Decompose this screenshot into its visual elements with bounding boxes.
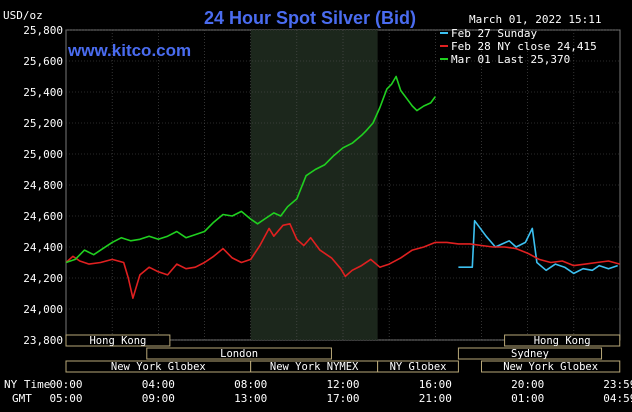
- session-box: [457, 347, 603, 360]
- x-tick-label-gmt: 13:00: [234, 392, 267, 405]
- session-box: [146, 347, 332, 360]
- y-tick-label: 25,200: [23, 117, 63, 130]
- x-axis-ticks: 00:00 04:00 08:00 12:00 16:00 20:00 23:59 05:00…: [49, 378, 632, 405]
- y-tick-label: 25,000: [23, 148, 63, 161]
- x-tick-label-ny: 08:00: [234, 378, 267, 391]
- y-axis-unit-label: USD/oz: [3, 9, 43, 22]
- chart-title: 24 Hour Spot Silver (Bid): [204, 8, 416, 28]
- y-tick-label: 24,000: [23, 303, 63, 316]
- y-tick-label: 25,600: [23, 55, 63, 68]
- y-tick-label: 24,600: [23, 210, 63, 223]
- x-tick-label-ny: 23:59: [603, 378, 632, 391]
- watermark-site: www.kitco.com: [67, 41, 191, 60]
- series-line-1: [65, 223, 621, 299]
- legend-entry: Feb 28 NY close 24,415: [451, 40, 597, 53]
- session-box: [377, 360, 459, 373]
- gmt-row-label: GMT: [12, 392, 32, 405]
- session-box: [65, 334, 171, 347]
- ny-time-row-label: NY Time: [4, 378, 50, 391]
- y-tick-label: 24,400: [23, 241, 63, 254]
- x-tick-label-gmt: 01:00: [511, 392, 544, 405]
- legend-entry: Mar 01 Last 25,370: [451, 53, 570, 66]
- session-label: New York NYMEX: [270, 361, 359, 373]
- y-tick-label: 24,800: [23, 179, 63, 192]
- x-tick-label-gmt: 04:59: [603, 392, 632, 405]
- series-layer: [65, 75, 621, 299]
- x-tick-label-gmt: 09:00: [142, 392, 175, 405]
- session-label: Hong Kong: [534, 335, 591, 347]
- series-line-0: [458, 219, 618, 275]
- y-axis-ticks: 25,800 25,600 25,400 25,200 25,000 24,800 24,6…: [23, 24, 63, 347]
- y-tick-label: 23,800: [23, 334, 63, 347]
- chart-timestamp: March 01, 2022 15:11: [469, 13, 601, 26]
- x-tick-label-ny: 00:00: [49, 378, 82, 391]
- x-tick-label-ny: 16:00: [419, 378, 452, 391]
- session-label: New York Globex: [111, 361, 206, 373]
- x-tick-label-ny: 04:00: [142, 378, 175, 391]
- x-tick-label-ny: 12:00: [326, 378, 359, 391]
- session-label: London: [220, 348, 258, 360]
- session-box: [504, 334, 621, 347]
- x-tick-label-ny: 20:00: [511, 378, 544, 391]
- session-label: NY Globex: [390, 361, 447, 373]
- session-label: Hong Kong: [89, 335, 146, 347]
- x-tick-label-gmt: 05:00: [49, 392, 82, 405]
- y-tick-label: 25,400: [23, 86, 63, 99]
- nymex-session-band: [250, 30, 378, 340]
- legend-entry: Feb 27 Sunday: [451, 27, 537, 40]
- session-label: New York Globex: [503, 361, 598, 373]
- series-line-2: [65, 75, 436, 264]
- x-tick-label-gmt: 17:00: [326, 392, 359, 405]
- session-box: [481, 360, 621, 373]
- grid: [66, 29, 620, 341]
- y-tick-label: 24,200: [23, 272, 63, 285]
- session-label: Sydney: [511, 348, 549, 360]
- y-tick-label: 25,800: [23, 24, 63, 37]
- x-tick-label-gmt: 21:00: [419, 392, 452, 405]
